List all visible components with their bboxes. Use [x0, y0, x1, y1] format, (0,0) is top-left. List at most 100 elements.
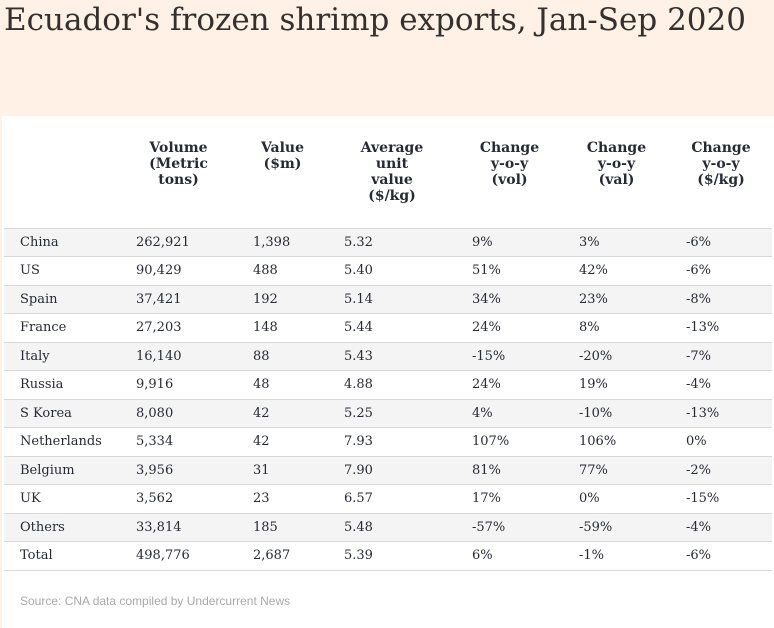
table-row: Belgium 3,956 31 7.90 81% 77% -2% [4, 456, 772, 485]
table-cell: 262,921 [136, 234, 190, 250]
table-cell: 5.40 [344, 263, 373, 279]
table-cell: -20% [579, 348, 613, 364]
table-cell: -59% [579, 519, 613, 535]
table-cell: -15% [472, 348, 506, 364]
table-cell: 1,398 [253, 234, 291, 250]
table-cell: 6.57 [344, 491, 373, 507]
table-cell: 2,687 [253, 548, 291, 564]
table-row: Italy 16,140 88 5.43 -15% -20% -7% [4, 342, 772, 371]
table-cell: 8,080 [136, 405, 174, 421]
table-row: France 27,203 148 5.44 24% 8% -13% [4, 313, 772, 343]
row-label: S Korea [20, 405, 72, 421]
table-cell: 106% [579, 434, 617, 450]
column-header-2: Value ($m) [237, 116, 328, 228]
table-cell: 148 [253, 320, 278, 336]
table-cell: 0% [686, 434, 707, 450]
table-cell: -6% [686, 263, 712, 279]
table-cell: 498,776 [136, 548, 190, 564]
table-row: Russia 9,916 48 4.88 24% 19% -4% [4, 370, 772, 400]
table-cell: 9,916 [136, 377, 174, 393]
column-header-6: Change y-o-y ($/kg) [670, 116, 772, 228]
row-label: Total [20, 548, 53, 564]
table-panel: Volume (Metric tons) Value ($m) Average un… [2, 116, 774, 628]
table-cell: 37,421 [136, 291, 182, 307]
table-row: US 90,429 488 5.40 51% 42% -6% [4, 256, 772, 286]
column-header-label: Value ($m) [260, 140, 305, 172]
table-cell: 7.93 [344, 434, 373, 450]
table-cell: 23% [579, 291, 608, 307]
table-cell: 33,814 [136, 519, 182, 535]
table-cell: 81% [472, 462, 501, 478]
row-label: Belgium [20, 462, 75, 478]
table-cell: 16,140 [136, 348, 182, 364]
table-cell: 5.44 [344, 320, 373, 336]
table-cell: 17% [472, 491, 501, 507]
table-cell: 185 [253, 519, 278, 535]
table-cell: 7.90 [344, 462, 373, 478]
table-cell: 5.14 [344, 291, 373, 307]
table-cell: 42% [579, 263, 608, 279]
table-cell: -8% [686, 291, 712, 307]
table-cell: 88 [253, 348, 270, 364]
table-cell: 23 [253, 491, 270, 507]
table-cell: 90,429 [136, 263, 182, 279]
table-row: China 262,921 1,398 5.32 9% 3% -6% [4, 228, 772, 257]
table-cell: -13% [686, 320, 720, 336]
table-cell: -6% [686, 234, 712, 250]
header-row: Volume (Metric tons) Value ($m) Average un… [4, 116, 772, 228]
row-label: Others [20, 519, 65, 535]
table-cell: 24% [472, 320, 501, 336]
row-label: Russia [20, 377, 64, 393]
row-label: US [20, 263, 40, 279]
table-row: S Korea 8,080 42 5.25 4% -10% -13% [4, 399, 772, 428]
table-cell: -15% [686, 491, 720, 507]
column-header-label: Change y-o-y (val) [586, 140, 647, 188]
table-cell: 31 [253, 462, 270, 478]
row-label: China [20, 234, 59, 250]
table-cell: -2% [686, 462, 712, 478]
chart-title: Ecuador's frozen shrimp exports, Jan-Sep… [4, 2, 746, 38]
table-cell: 4% [472, 405, 493, 421]
table-cell: 5,334 [136, 434, 174, 450]
table-cell: 3,956 [136, 462, 174, 478]
table-cell: -4% [686, 377, 712, 393]
table-cell: 0% [579, 491, 600, 507]
table-cell: 3% [579, 234, 600, 250]
column-header-label: Average unit value ($/kg) [360, 140, 424, 204]
row-label: Italy [20, 348, 50, 364]
table-cell: 34% [472, 291, 501, 307]
table-cell: -6% [686, 548, 712, 564]
column-header-label: Volume (Metric tons) [149, 140, 208, 188]
table-cell: -57% [472, 519, 506, 535]
column-header-label: Change y-o-y (vol) [479, 140, 540, 188]
table-cell: 107% [472, 434, 510, 450]
table-cell: 48 [253, 377, 270, 393]
table-row: Others 33,814 185 5.48 -57% -59% -4% [4, 513, 772, 542]
column-header-0 [4, 116, 120, 228]
table-cell: 5.39 [344, 548, 373, 564]
table-cell: 42 [253, 405, 270, 421]
row-label: France [20, 320, 67, 336]
table-cell: 3,562 [136, 491, 174, 507]
row-label: Spain [20, 291, 58, 307]
table-body: China 262,921 1,398 5.32 9% 3% -6% US 90,429 488 5… [4, 228, 772, 570]
table-cell: 488 [253, 263, 278, 279]
table-cell: 6% [472, 548, 493, 564]
table-cell: 42 [253, 434, 270, 450]
table-cell: 77% [579, 462, 608, 478]
table-row: Total 498,776 2,687 5.39 6% -1% -6% [4, 541, 772, 570]
table-cell: 4.88 [344, 377, 373, 393]
table-cell: 5.43 [344, 348, 373, 364]
table-cell: 19% [579, 377, 608, 393]
table-cell: 9% [472, 234, 493, 250]
column-header-label: Change y-o-y ($/kg) [691, 140, 751, 188]
table-cell: -1% [579, 548, 605, 564]
source-note: Source: CNA data compiled by Undercurren… [20, 594, 291, 608]
row-label: Netherlands [20, 434, 102, 450]
table-row: UK 3,562 23 6.57 17% 0% -15% [4, 484, 772, 514]
table-cell: 51% [472, 263, 501, 279]
table-cell: 5.25 [344, 405, 373, 421]
table-cell: -4% [686, 519, 712, 535]
column-header-3: Average unit value ($/kg) [328, 116, 456, 228]
table-row: Spain 37,421 192 5.14 34% 23% -8% [4, 285, 772, 314]
